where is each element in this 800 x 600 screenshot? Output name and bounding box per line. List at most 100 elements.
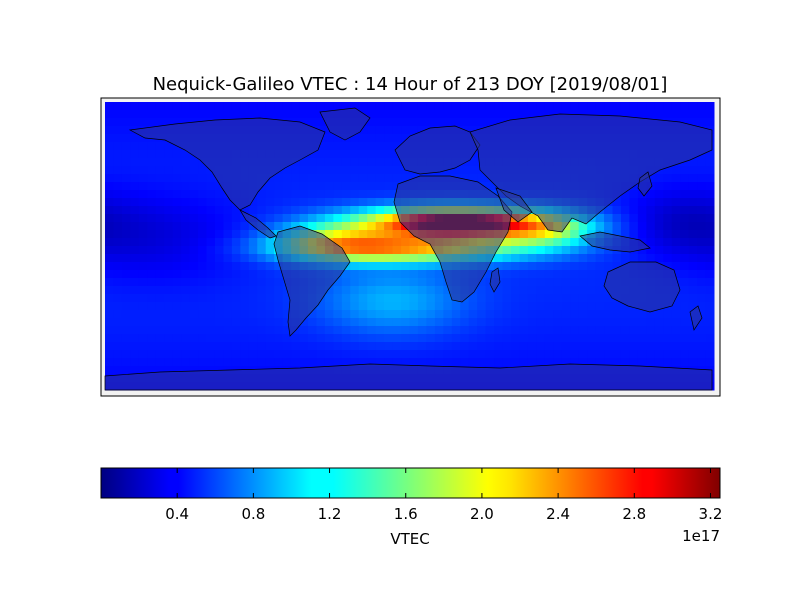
heatmap-cell: [417, 342, 427, 351]
heatmap-cell: [223, 102, 233, 111]
heatmap-cell: [409, 294, 419, 303]
heatmap-cell: [697, 118, 707, 127]
heatmap-cell: [409, 350, 419, 359]
heatmap-cell: [198, 286, 207, 295]
heatmap-cell: [164, 230, 174, 239]
heatmap-cell: [350, 278, 360, 287]
heatmap-cell: [155, 230, 165, 239]
heatmap-cell: [477, 302, 487, 311]
heatmap-cell: [544, 278, 554, 287]
heatmap-cell: [121, 214, 131, 223]
heatmap-cell: [578, 342, 588, 351]
heatmap-cell: [595, 350, 605, 359]
heatmap-cell: [147, 222, 157, 231]
heatmap-cell: [214, 246, 224, 255]
heatmap-cell: [637, 254, 647, 263]
heatmap-cell: [198, 342, 207, 351]
heatmap-cell: [324, 342, 334, 351]
heatmap-cell: [604, 262, 613, 271]
heatmap-cell: [198, 190, 207, 199]
heatmap-cell: [587, 222, 597, 231]
heatmap-cell: [527, 302, 537, 311]
heatmap-cell: [367, 326, 377, 335]
heatmap-cell: [384, 238, 394, 247]
heatmap-cell: [248, 286, 258, 295]
heatmap-cell: [333, 182, 343, 191]
heatmap-cell: [680, 118, 690, 127]
heatmap-cell: [620, 214, 630, 223]
heatmap-cell: [198, 350, 207, 359]
heatmap-cell: [181, 342, 191, 351]
heatmap-cell: [392, 238, 402, 247]
heatmap-cell: [223, 318, 233, 327]
heatmap-cell: [587, 358, 597, 367]
heatmap-cell: [130, 110, 140, 119]
heatmap-cell: [113, 126, 123, 135]
heatmap-cell: [468, 318, 478, 327]
heatmap-cell: [570, 318, 580, 327]
heatmap-cell: [384, 326, 394, 335]
heatmap-cell: [604, 318, 613, 327]
heatmap-cell: [697, 214, 707, 223]
heatmap-cell: [553, 310, 563, 319]
heatmap-cell: [333, 302, 343, 311]
heatmap-cell: [130, 254, 140, 263]
heatmap-cell: [671, 350, 681, 359]
heatmap-cell: [443, 294, 453, 303]
heatmap-cell: [350, 214, 360, 223]
heatmap-cell: [164, 166, 174, 175]
heatmap-cell: [206, 286, 216, 295]
heatmap-cell: [248, 198, 258, 207]
heatmap-cell: [443, 118, 453, 127]
heatmap-cell: [705, 334, 715, 343]
heatmap-cell: [324, 310, 334, 319]
heatmap-cell: [519, 110, 529, 119]
heatmap-cell: [138, 238, 148, 247]
heatmap-cell: [654, 214, 664, 223]
heatmap-cell: [257, 334, 267, 343]
heatmap-cell: [164, 150, 174, 159]
heatmap-cell: [130, 222, 140, 231]
heatmap-cell: [324, 150, 334, 159]
heatmap-cell: [231, 358, 241, 367]
heatmap-cell: [587, 326, 597, 335]
heatmap-cell: [164, 158, 174, 167]
heatmap-cell: [409, 326, 419, 335]
heatmap-cell: [223, 286, 233, 295]
heatmap-cell: [536, 318, 546, 327]
heatmap-cell: [468, 326, 478, 335]
heatmap-cell: [358, 326, 368, 335]
heatmap-cell: [620, 350, 630, 359]
heatmap-cell: [299, 206, 309, 215]
heatmap-cell: [231, 102, 241, 111]
heatmap-cell: [527, 110, 537, 119]
heatmap-cell: [113, 182, 123, 191]
heatmap-cell: [544, 262, 554, 271]
heatmap-cell: [231, 334, 241, 343]
heatmap-cell: [333, 286, 343, 295]
heatmap-cell: [671, 166, 681, 175]
heatmap-cell: [223, 358, 233, 367]
heatmap-cell: [401, 110, 410, 119]
heatmap-cell: [553, 294, 563, 303]
heatmap-cell: [527, 310, 537, 319]
heatmap-cell: [274, 302, 284, 311]
heatmap-cell: [324, 142, 334, 151]
heatmap-cell: [646, 350, 656, 359]
heatmap-cell: [147, 286, 157, 295]
heatmap-cell: [595, 102, 605, 111]
heatmap-cell: [172, 366, 182, 375]
heatmap-cell: [282, 190, 292, 199]
heatmap-cell: [553, 350, 563, 359]
heatmap-cell: [147, 190, 157, 199]
heatmap-cell: [181, 118, 191, 127]
heatmap-cell: [578, 262, 588, 271]
heatmap-cell: [375, 270, 385, 279]
heatmap-cell: [130, 166, 140, 175]
heatmap-cell: [105, 334, 114, 343]
heatmap-cell: [409, 278, 419, 287]
heatmap-cell: [519, 302, 529, 311]
heatmap-cell: [561, 358, 571, 367]
heatmap-cell: [409, 342, 419, 351]
heatmap-cell: [434, 294, 444, 303]
